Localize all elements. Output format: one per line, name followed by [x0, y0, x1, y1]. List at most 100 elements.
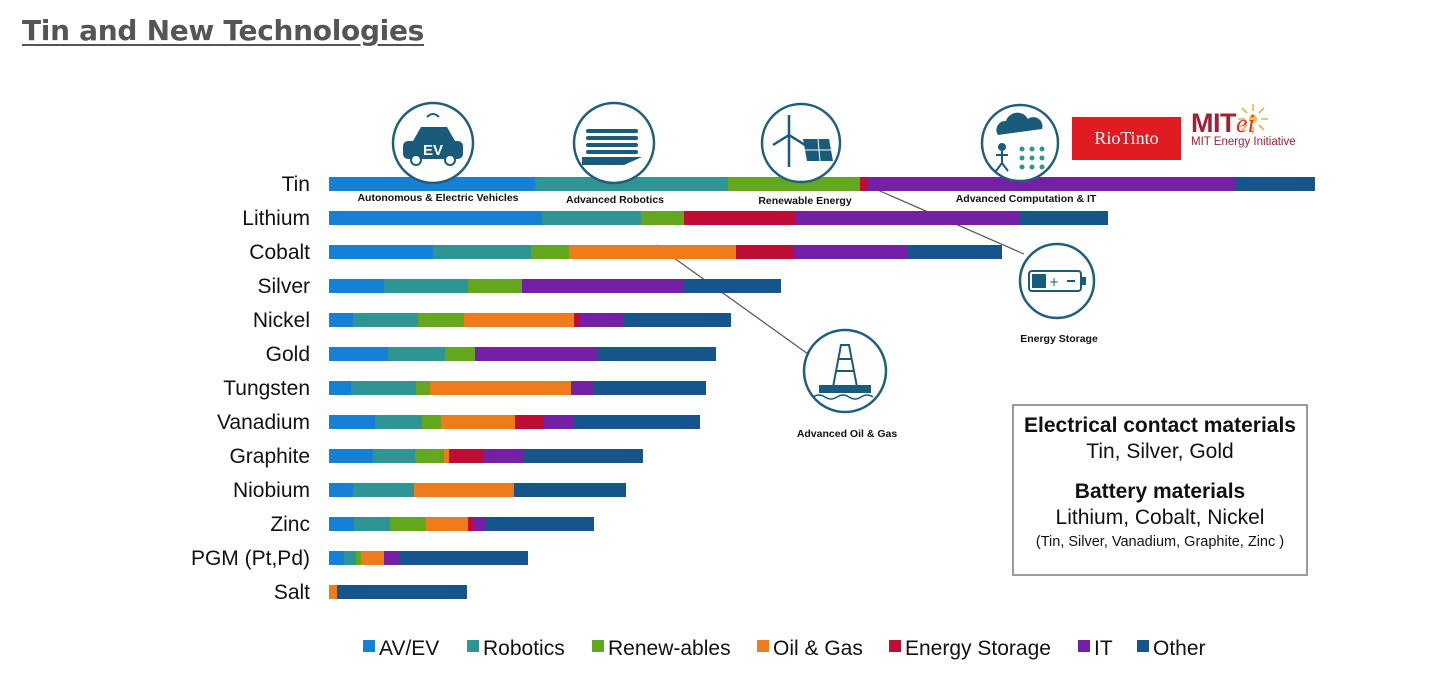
bar-gold-it	[475, 347, 597, 361]
bar-graphite-energy-storage	[449, 449, 483, 463]
icon-label-advanced-robotics: Advanced Robotics	[566, 194, 664, 206]
legend-item-robotics: Robotics	[467, 637, 565, 660]
bar-nickel-robotics	[353, 313, 418, 327]
bar-zinc-it	[473, 517, 486, 531]
legend-swatch-other	[1137, 640, 1149, 652]
materials-note-box: Electrical contact materials Tin, Silver…	[1012, 404, 1308, 576]
bar-zinc-other	[486, 517, 594, 531]
icon-label-renewable-energy: Renewable Energy	[758, 195, 852, 207]
bar-salt-oil-gas	[329, 585, 337, 599]
mit-logo-ei: ei	[1236, 109, 1255, 138]
bar-zinc-renew-ables	[390, 517, 426, 531]
bar-cobalt-oil-gas	[569, 245, 736, 259]
bar-vanadium-renew-ables	[422, 415, 441, 429]
bar-silver-robotics	[384, 279, 468, 293]
leader-lines	[655, 183, 1025, 355]
bar-pgm-pt-pd-av-ev	[329, 551, 344, 565]
bar-silver-av-ev	[329, 279, 384, 293]
bar-gold-av-ev	[329, 347, 388, 361]
category-label-vanadium: Vanadium	[217, 411, 310, 434]
bar-tungsten-oil-gas	[430, 381, 571, 395]
legend-swatch-oil-gas	[757, 640, 769, 652]
note-text-battery-secondary: (Tin, Silver, Vanadium, Graphite, Zinc )	[1035, 534, 1285, 550]
bar-lithium-av-ev	[329, 211, 542, 225]
bar-tin-energy-storage	[860, 177, 868, 191]
legend-label-av-ev: AV/EV	[379, 637, 439, 660]
oil-rig-icon	[802, 328, 888, 414]
bar-zinc-oil-gas	[426, 517, 468, 531]
bar-cobalt-renew-ables	[531, 245, 569, 259]
note-text-contact: Tin, Silver, Gold	[1086, 440, 1234, 463]
bar-pgm-pt-pd-renew-ables	[356, 551, 361, 565]
category-label-niobium: Niobium	[233, 479, 310, 502]
sun-icon	[1238, 104, 1268, 134]
bar-graphite-other	[523, 449, 643, 463]
bar-gold-other	[597, 347, 716, 361]
legend-swatch-energy-storage	[889, 640, 901, 652]
mit-energy-initiative-logo: MITei MIT Energy Initiative	[1191, 108, 1296, 148]
bar-lithium-energy-storage	[684, 211, 795, 225]
bar-pgm-pt-pd-it	[384, 551, 400, 565]
note-text-battery: Lithium, Cobalt, Nickel	[1055, 506, 1265, 529]
legend-item-oil-gas: Oil & Gas	[757, 637, 863, 660]
legend-item-it: IT	[1078, 637, 1113, 660]
wind-solar-icon	[760, 102, 842, 184]
mit-logo-subtitle: MIT Energy Initiative	[1191, 136, 1296, 148]
bar-nickel-oil-gas	[464, 313, 574, 327]
category-label-tin: Tin	[282, 173, 310, 196]
legend-swatch-renew-ables	[592, 640, 604, 652]
riotinto-logo: RioTinto	[1072, 117, 1181, 160]
bar-tin-renew-ables	[728, 177, 860, 191]
legend-item-renew-ables: Renew-ables	[592, 637, 731, 660]
bar-nickel-renew-ables	[418, 313, 464, 327]
note-heading-battery: Battery materials	[1074, 480, 1246, 503]
bar-nickel-it	[579, 313, 623, 327]
bar-vanadium-robotics	[375, 415, 422, 429]
legend-item-energy-storage: Energy Storage	[889, 637, 1051, 660]
bar-vanadium-av-ev	[329, 415, 375, 429]
cloud-network-icon	[980, 103, 1060, 183]
bar-graphite-av-ev	[329, 449, 373, 463]
category-label-zinc: Zinc	[270, 513, 310, 536]
legend-label-it: IT	[1094, 637, 1113, 660]
ev-car-icon: EV	[391, 101, 475, 185]
icon-label-advanced-computation-it: Advanced Computation & IT	[956, 193, 1097, 205]
bar-cobalt-av-ev	[329, 245, 433, 259]
bar-cobalt-robotics	[433, 245, 531, 259]
bar-salt-other	[337, 585, 467, 599]
legend-label-energy-storage: Energy Storage	[905, 637, 1051, 660]
icon-label-advanced-oil-gas: Advanced Oil & Gas	[797, 428, 898, 440]
bar-lithium-robotics	[542, 211, 641, 225]
bar-cobalt-it	[794, 245, 908, 259]
bar-graphite-oil-gas	[444, 449, 449, 463]
bar-tungsten-renew-ables	[416, 381, 430, 395]
legend-swatch-av-ev	[363, 640, 375, 652]
bar-tin-other	[1236, 177, 1315, 191]
bar-zinc-robotics	[354, 517, 390, 531]
bar-silver-renew-ables	[468, 279, 522, 293]
bar-lithium-other	[1020, 211, 1108, 225]
bar-silver-other	[683, 279, 781, 293]
bar-silver-it	[522, 279, 683, 293]
bar-vanadium-oil-gas	[441, 415, 515, 429]
category-label-salt: Salt	[274, 581, 310, 604]
bar-nickel-av-ev	[329, 313, 353, 327]
ev-badge-text: EV	[423, 142, 443, 159]
leader-line-oil-gas	[655, 244, 809, 355]
bar-tungsten-av-ev	[329, 381, 351, 395]
bar-niobium-oil-gas	[414, 483, 514, 497]
bar-gold-renew-ables	[445, 347, 475, 361]
battery-icon: +	[1018, 242, 1096, 320]
bar-pgm-pt-pd-oil-gas	[361, 551, 384, 565]
category-label-graphite: Graphite	[229, 445, 310, 468]
icon-label-autonomous-electric-vehicles: Autonomous & Electric Vehicles	[357, 192, 518, 204]
bar-graphite-renew-ables	[415, 449, 444, 463]
bar-niobium-robotics	[353, 483, 414, 497]
bar-cobalt-energy-storage	[736, 245, 794, 259]
category-label-gold: Gold	[266, 343, 310, 366]
bar-niobium-other	[514, 483, 626, 497]
legend-label-renew-ables: Renew-ables	[608, 637, 731, 660]
legend-label-oil-gas: Oil & Gas	[773, 637, 863, 660]
legend-item-other: Other	[1137, 637, 1206, 660]
